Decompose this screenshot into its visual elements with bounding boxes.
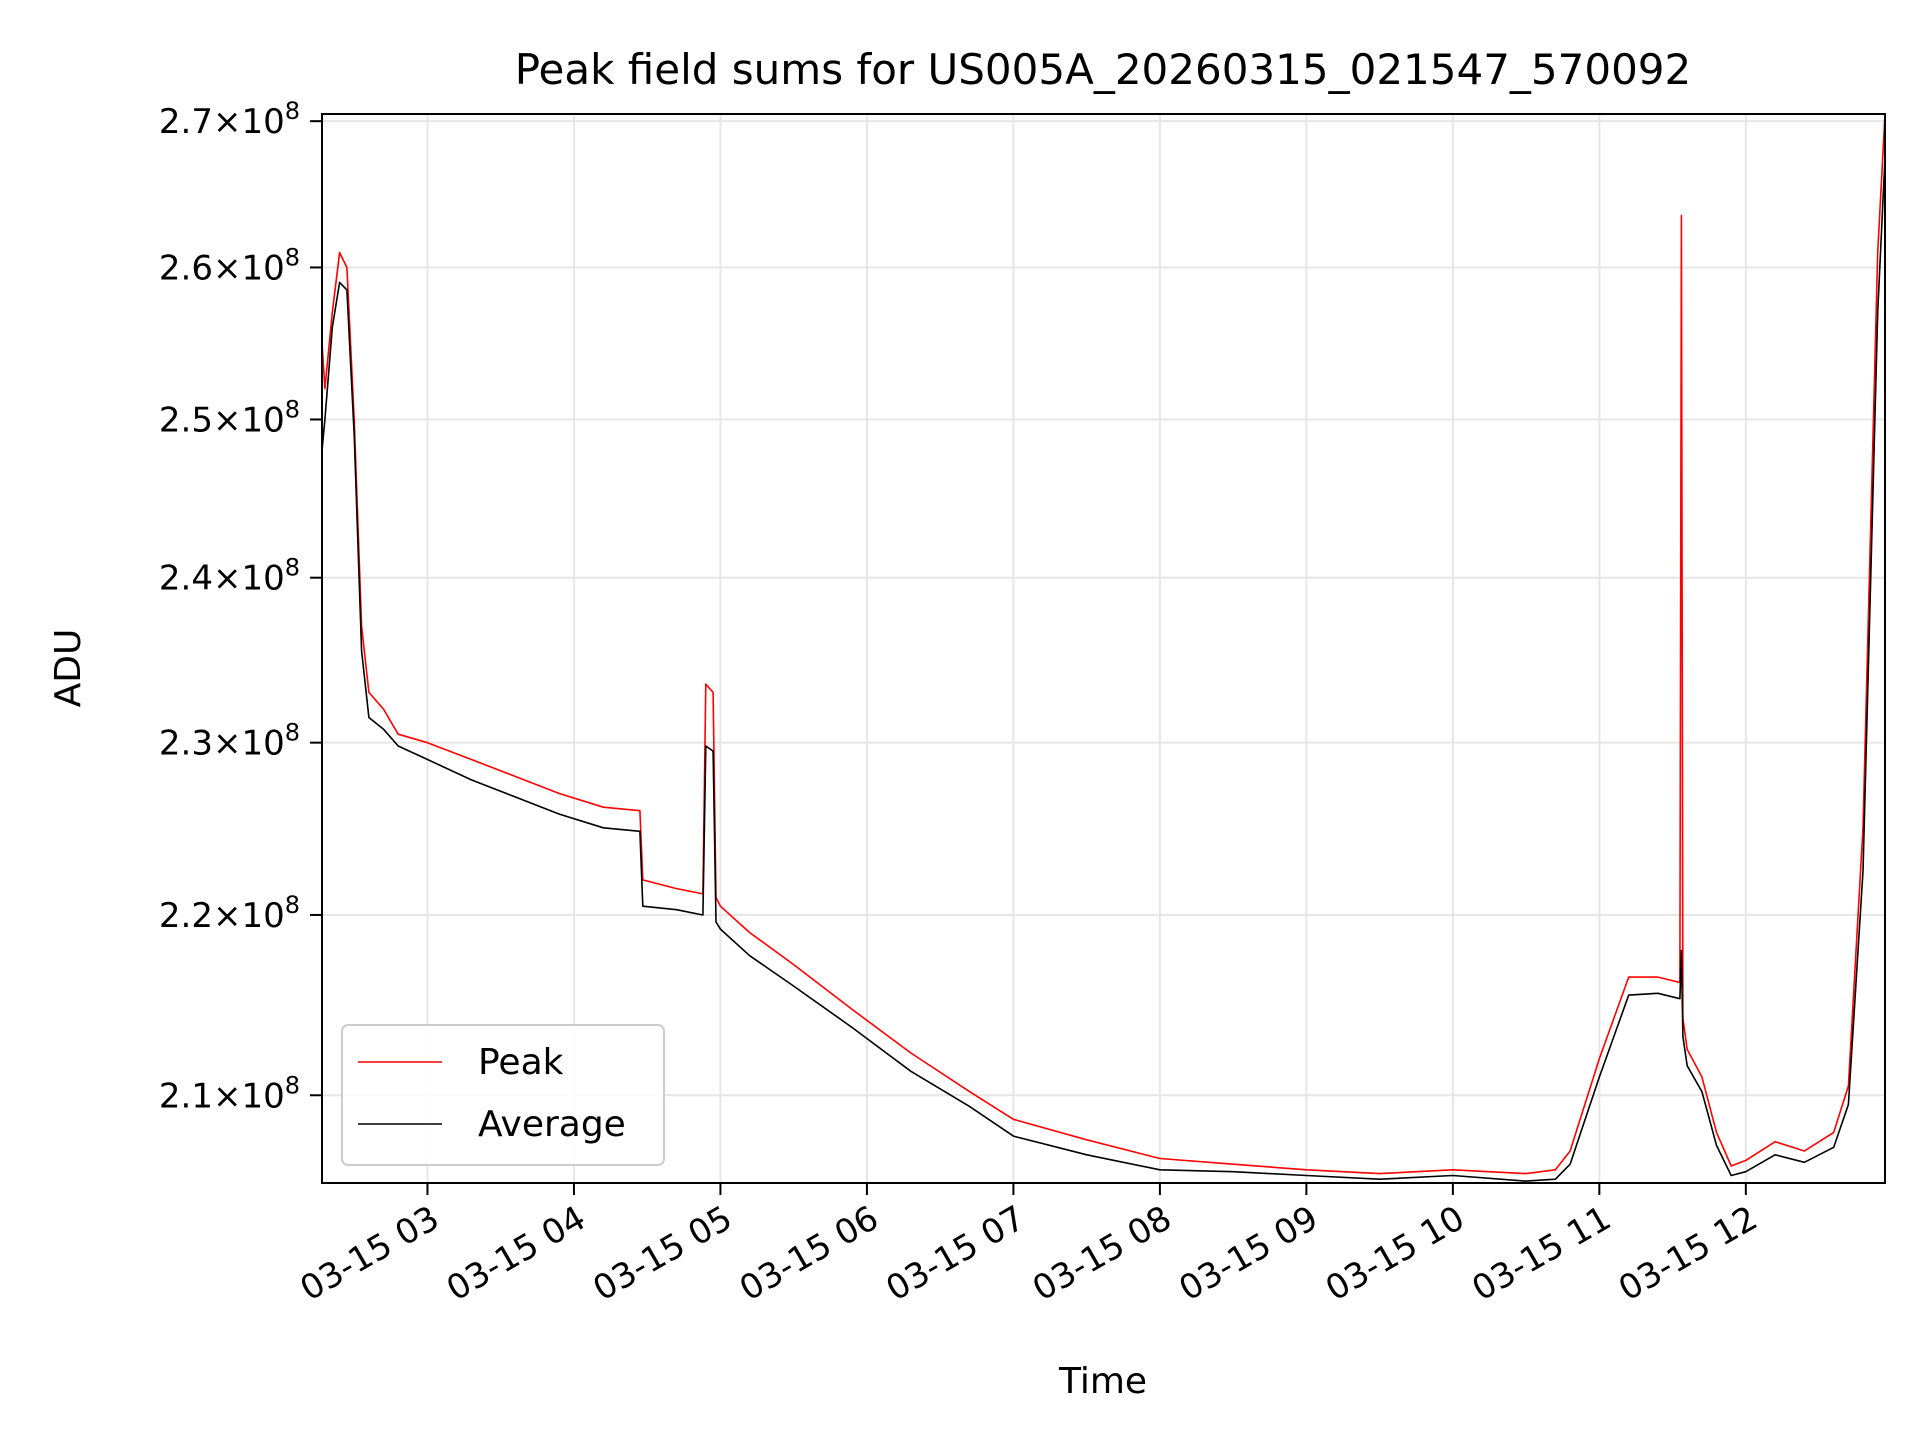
y-tick-base: 10 <box>241 1076 284 1116</box>
y-tick-mantissa: 2.2 <box>159 896 213 936</box>
y-tick-times: × <box>213 559 242 599</box>
legend: Peak Average <box>341 1024 665 1166</box>
y-tick-base: 10 <box>241 724 284 764</box>
y-tick-mantissa: 2.4 <box>159 559 213 599</box>
y-tick-times: × <box>213 1076 242 1116</box>
y-tick-base: 10 <box>241 559 284 599</box>
y-tick-exponent: 8 <box>285 243 300 271</box>
y-tick-times: × <box>213 248 242 288</box>
y-tick-times: × <box>213 724 242 764</box>
y-tick-mantissa: 2.6 <box>159 248 213 288</box>
y-tick-mantissa: 2.7 <box>159 102 213 142</box>
y-tick-exponent: 8 <box>285 891 300 919</box>
y-tick-label: 2.7×108 <box>159 97 300 142</box>
y-axis-label: ADU <box>48 629 89 708</box>
y-tick-base: 10 <box>241 896 284 936</box>
y-tick-label: 2.6×108 <box>159 243 300 288</box>
chart-title: Peak field sums for US005A_20260315_0215… <box>515 45 1692 94</box>
x-axis-label: Time <box>1058 1361 1147 1402</box>
y-tick-mantissa: 2.3 <box>159 724 213 764</box>
legend-label-peak: Peak <box>478 1042 564 1083</box>
y-tick-base: 10 <box>241 248 284 288</box>
y-tick-mantissa: 2.5 <box>159 400 213 440</box>
y-tick-label: 2.5×108 <box>159 395 300 440</box>
y-tick-base: 10 <box>241 400 284 440</box>
y-tick-exponent: 8 <box>285 719 300 747</box>
y-tick-times: × <box>213 400 242 440</box>
plot-frame <box>321 113 1886 1184</box>
y-tick-label: 2.2×108 <box>159 891 300 936</box>
y-tick-exponent: 8 <box>285 97 300 125</box>
legend-box <box>341 1024 665 1166</box>
y-tick-label: 2.1×108 <box>159 1071 300 1116</box>
y-tick-exponent: 8 <box>285 554 300 582</box>
legend-label-average: Average <box>478 1104 626 1145</box>
y-tick-mantissa: 2.1 <box>159 1076 213 1116</box>
y-tick-label: 2.4×108 <box>159 554 300 599</box>
series-line-average <box>321 157 1886 1182</box>
series-line-peak <box>321 113 1886 1175</box>
y-tick-times: × <box>213 102 242 142</box>
series-layer <box>321 113 1886 1182</box>
y-tick-base: 10 <box>241 102 284 142</box>
y-tick-exponent: 8 <box>285 1071 300 1099</box>
y-tick-exponent: 8 <box>285 395 300 423</box>
y-tick-label: 2.3×108 <box>159 719 300 764</box>
grid-layer <box>322 114 1885 1183</box>
y-tick-times: × <box>213 896 242 936</box>
